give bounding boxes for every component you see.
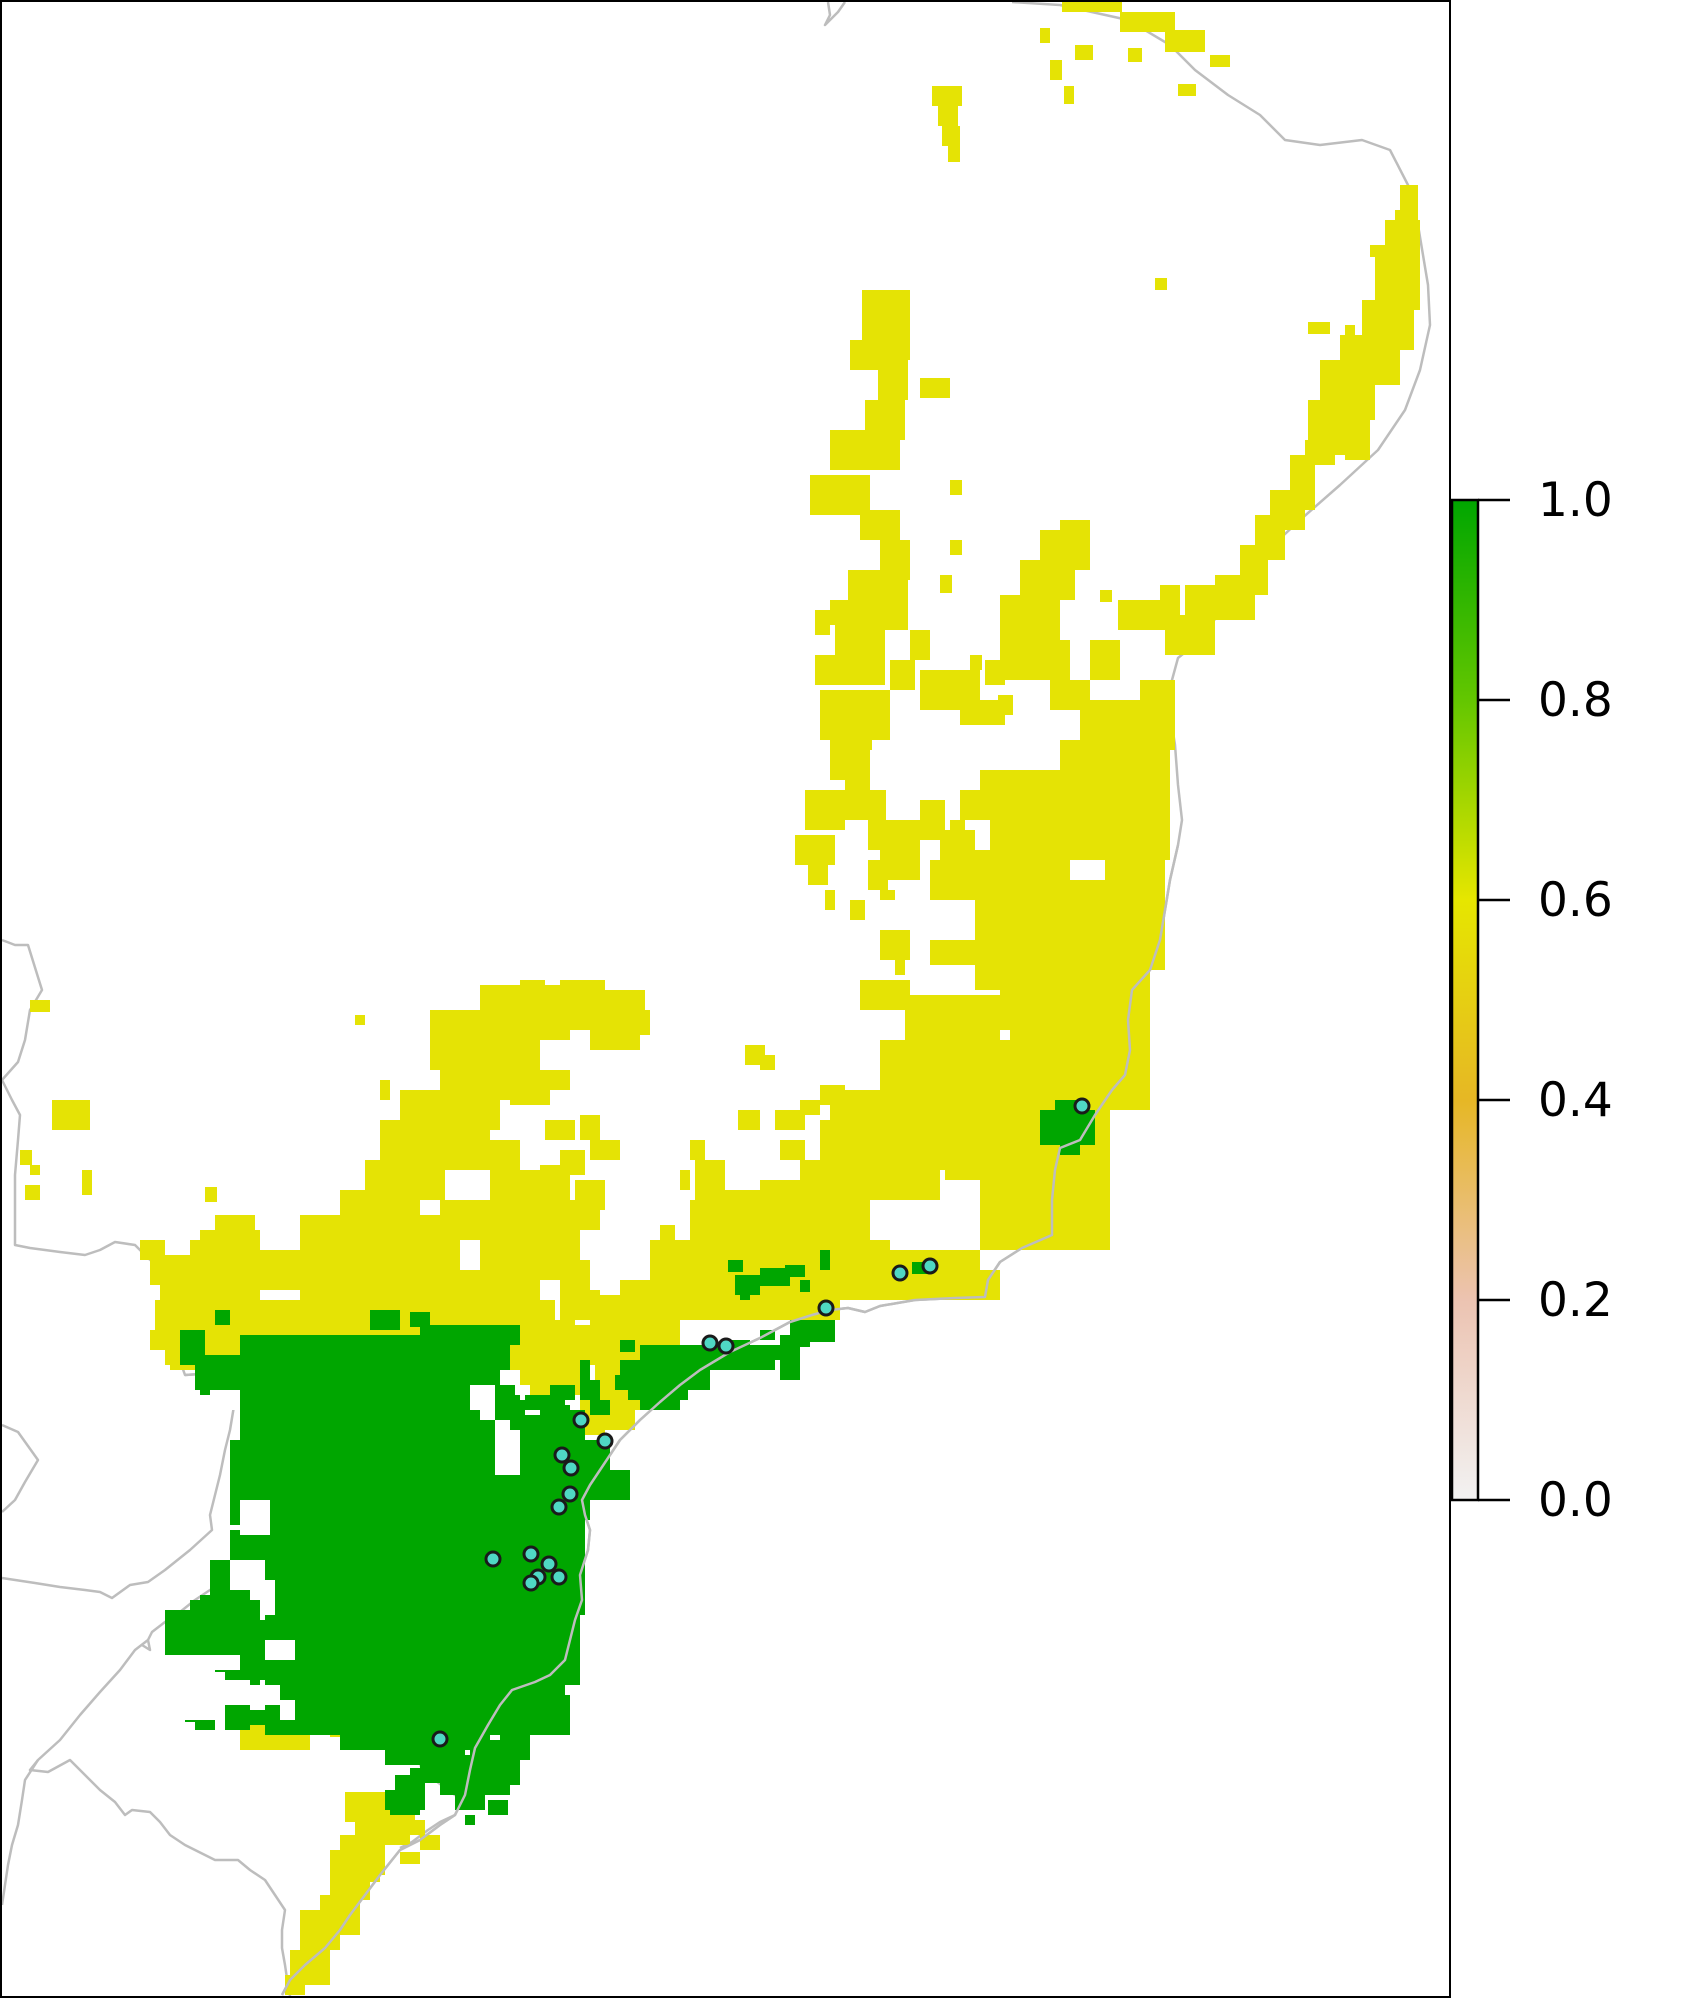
colorbar-tick-label: 0.8: [1538, 673, 1613, 728]
occurrence-point: [1073, 1097, 1091, 1115]
northern-border: [823, 1, 847, 27]
occurrence-point: [540, 1555, 558, 1573]
occurrence-point: [484, 1550, 502, 1568]
occurrence-point: [550, 1498, 568, 1516]
map-background: [2, 2, 1450, 1996]
occurrence-point: [701, 1334, 719, 1352]
occurrence-point: [596, 1432, 614, 1450]
colorbar-gradient: [1452, 500, 1478, 1500]
coastline-overlay: [280, 844, 1180, 1996]
raster-gaps: [170, 1370, 530, 1720]
colorbar-tick-label: 0.2: [1538, 1273, 1613, 1328]
occurrence-point: [572, 1411, 590, 1429]
colorbar-ticks: 0.0 0.2 0.4 0.6 0.8 1.0: [1478, 473, 1613, 1528]
occurrence-point: [817, 1299, 835, 1317]
suitability-raster-mid: [20, 0, 1420, 1995]
occurrence-point: [522, 1545, 540, 1563]
uruguay-border: [28, 1639, 292, 1997]
occurrence-point: [431, 1730, 449, 1748]
occurrence-point: [562, 1459, 580, 1477]
occurrence-point: [921, 1257, 939, 1275]
suitability-raster-high: [165, 1100, 1095, 1825]
colorbar-tick-label: 0.4: [1538, 1073, 1613, 1128]
occurrence-point: [553, 1446, 571, 1464]
colorbar-tick-label: 0.0: [1538, 1473, 1613, 1528]
occurrence-points: [431, 1097, 1091, 1748]
argentina-border: [1, 1423, 40, 1513]
legend-colorbar: 0.0 0.2 0.4 0.6 0.8 1.0: [1450, 473, 1613, 1528]
uruguay-west-border: [0, 1759, 40, 1906]
map-frame: [0, 0, 1451, 1998]
occurrence-point: [891, 1264, 909, 1282]
colorbar-tick-label: 1.0: [1538, 473, 1613, 528]
colorbar-tick-label: 0.6: [1538, 873, 1613, 928]
occurrence-point: [561, 1485, 579, 1503]
map-panel: [0, 0, 1451, 1998]
occurrence-point: [717, 1337, 735, 1355]
occurrence-point: [522, 1574, 540, 1592]
colorbar-frame: [1450, 498, 1480, 1502]
occurrence-point: [550, 1568, 568, 1586]
